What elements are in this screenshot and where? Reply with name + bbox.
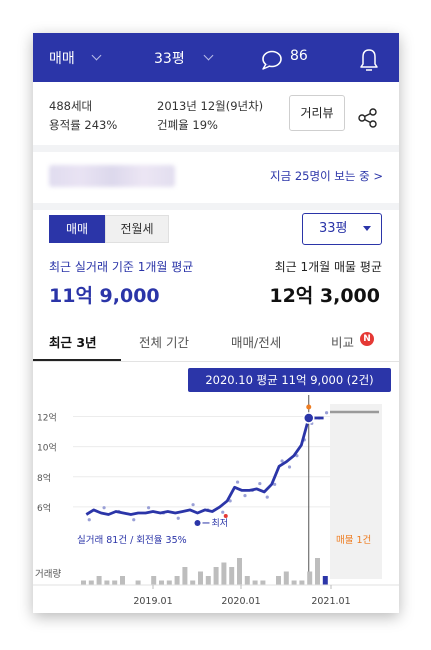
listing-summary: 매물 1건 xyxy=(336,535,371,546)
trade-point xyxy=(102,506,106,510)
volume-bar xyxy=(182,567,188,585)
coverage-ratio: 건폐율 19% xyxy=(157,118,218,132)
volume-bar xyxy=(244,576,250,585)
volume-bar xyxy=(213,567,219,585)
size-select-value: 33평 xyxy=(319,221,348,236)
volume-bar xyxy=(81,580,86,585)
selected-pin xyxy=(306,404,312,410)
blurred-complex-name xyxy=(49,165,175,187)
new-badge: N xyxy=(360,332,374,346)
distance-view-button[interactable]: 거리뷰 xyxy=(289,95,345,131)
y-tick-label: 12억 xyxy=(37,412,57,424)
volume-bar xyxy=(174,576,180,585)
comment-count[interactable]: 86 xyxy=(290,48,308,64)
top-bar: 매매 33평 86 xyxy=(33,33,399,82)
trade-point xyxy=(221,510,225,514)
x-tick-label: 2021.01 xyxy=(311,596,350,607)
volume-bar xyxy=(104,580,110,585)
tab-all-period[interactable]: 전체 기간 xyxy=(139,335,189,350)
volume-bar xyxy=(96,576,102,585)
toggle-sale[interactable]: 매매 xyxy=(49,215,105,243)
trade-point xyxy=(228,499,232,503)
active-tab-indicator xyxy=(33,359,121,361)
listing-label: 최근 1개월 매물 평균 xyxy=(274,260,382,274)
trade-point xyxy=(243,494,247,498)
volume-bar xyxy=(112,580,118,585)
volume-bar xyxy=(283,571,289,585)
volume-bar xyxy=(322,576,328,585)
trade-point xyxy=(324,411,329,415)
viewers-link[interactable]: 지금 25명이 보는 중 > xyxy=(270,169,383,183)
trade-point xyxy=(287,465,292,469)
volume-bar xyxy=(159,580,164,585)
volume-bar xyxy=(315,558,320,585)
volume-bar xyxy=(299,580,305,585)
households: 488세대 xyxy=(49,99,93,113)
floor-area-ratio: 용적률 243% xyxy=(49,118,118,132)
section-divider xyxy=(33,145,399,152)
volume-bar xyxy=(276,576,281,585)
trade-point xyxy=(235,480,240,484)
toggle-rent[interactable]: 전월세 xyxy=(105,215,169,243)
trade-point xyxy=(176,516,180,520)
trade-point xyxy=(273,482,277,486)
volume-bar xyxy=(190,580,196,585)
listing-value: 12억 3,000 xyxy=(269,285,380,307)
volume-bar xyxy=(205,576,211,585)
volume-bar xyxy=(166,580,172,585)
y-tick-label: 8억 xyxy=(37,472,51,484)
built-year: 2013년 12월(9년차) xyxy=(157,99,264,113)
tab-sale-rent[interactable]: 매매/전세 xyxy=(231,335,282,350)
trade-point xyxy=(132,518,136,522)
section-divider xyxy=(33,203,399,210)
price-line xyxy=(85,416,324,516)
period-tabs: 최근 3년 전체 기간 매매/전세 비교 xyxy=(33,321,399,362)
y-tick-label: 6억 xyxy=(37,502,51,514)
volume-bar xyxy=(237,558,242,585)
volume-bar xyxy=(291,580,297,585)
volume-bar xyxy=(252,580,258,585)
caret-down-icon xyxy=(363,226,371,231)
trade-point xyxy=(87,518,91,522)
y-tick-label: 10억 xyxy=(37,442,57,454)
trade-point xyxy=(258,481,262,486)
volume-bar xyxy=(221,562,227,585)
volume-bar xyxy=(88,580,94,585)
size-dropdown[interactable]: 33평 xyxy=(154,51,185,67)
volume-bar xyxy=(135,580,141,585)
recent-trade-value: 11억 9,000 xyxy=(49,285,160,307)
min-point xyxy=(194,519,201,526)
trade-summary: 실거래 81건 / 회전율 35% xyxy=(77,535,187,546)
size-select[interactable]: 33평 xyxy=(302,213,382,245)
tab-recent-3y[interactable]: 최근 3년 xyxy=(49,335,97,350)
x-tick-label: 2019.01 xyxy=(133,596,172,607)
volume-bar xyxy=(120,576,125,585)
volume-bar xyxy=(307,571,313,585)
tab-compare[interactable]: 비교 xyxy=(331,335,355,350)
volume-bar xyxy=(151,576,157,585)
volume-bar xyxy=(260,580,266,585)
recent-trade-label: 최근 실거래 기준 1개월 평균 xyxy=(49,260,194,274)
deal-type-dropdown[interactable]: 매매 xyxy=(49,51,75,67)
trade-point xyxy=(191,503,195,507)
min-label: 최저 xyxy=(212,518,229,529)
volume-label: 거래량 xyxy=(35,568,61,580)
chart-tooltip: 2020.10 평균 11억 9,000 (2건) xyxy=(188,368,391,392)
trade-point xyxy=(146,506,151,510)
trade-point xyxy=(223,513,228,518)
trade-point xyxy=(265,495,269,499)
app-card: 매매 33평 86 488세대 용적률 243% 2013년 12월(9년차) … xyxy=(33,33,399,613)
listing-region xyxy=(330,404,382,579)
volume-bar xyxy=(198,571,203,585)
x-tick-label: 2020.01 xyxy=(221,596,260,607)
selected-point xyxy=(303,412,315,424)
volume-bar xyxy=(229,567,235,585)
trade-point xyxy=(280,459,284,463)
